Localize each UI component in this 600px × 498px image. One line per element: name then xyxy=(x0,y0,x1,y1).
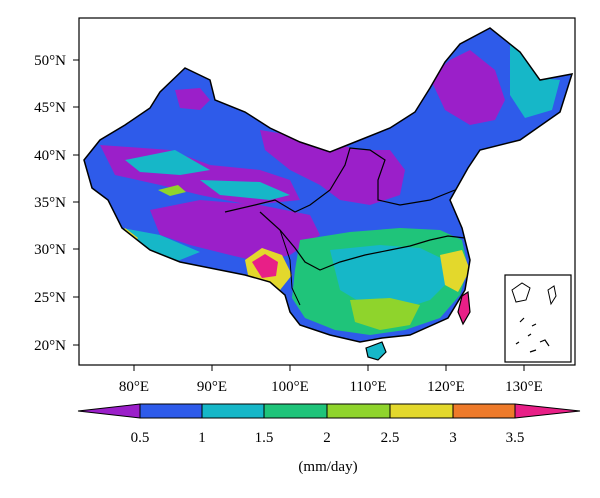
longitude-axis: 80°E 90°E 100°E 110°E 120°E 130°E xyxy=(119,365,543,395)
lat-tick-label: 50°N xyxy=(34,53,66,69)
lat-tick-label: 35°N xyxy=(34,195,66,211)
yangtze-river xyxy=(259,211,466,271)
lat-tick-label: 45°N xyxy=(34,100,66,116)
colorbar-tick-label: 1.5 xyxy=(255,430,274,446)
colorbar-tick-label: 2.5 xyxy=(381,430,400,446)
lat-tick-label: 20°N xyxy=(34,338,66,354)
colorbar-segment xyxy=(264,404,327,418)
colorbar-segment xyxy=(202,404,264,418)
lon-tick-label: 80°E xyxy=(119,379,149,395)
lat-tick-label: 30°N xyxy=(34,242,66,258)
taiwan-island xyxy=(457,290,471,326)
lon-tick-label: 100°E xyxy=(271,379,309,395)
river-branch xyxy=(279,229,301,306)
south-china-sea-inset xyxy=(504,274,572,363)
national-border xyxy=(83,27,574,343)
colorbar-segment xyxy=(78,404,140,418)
colorbar-segment xyxy=(515,404,580,418)
latitude-axis: 50°N 45°N 40°N 35°N 30°N 25°N 20°N xyxy=(34,53,79,354)
hainan-island xyxy=(365,341,387,361)
lat-tick-label: 25°N xyxy=(34,290,66,306)
colorbar-tick-label: 3.5 xyxy=(506,430,525,446)
colorbar-tick-label: 1 xyxy=(198,430,206,446)
lon-tick-label: 130°E xyxy=(505,379,543,395)
colorbar: 0.5 1 1.5 2 2.5 3 3.5 (mm/day) xyxy=(77,403,581,475)
lon-tick-label: 110°E xyxy=(349,379,386,395)
lat-tick-label: 40°N xyxy=(34,148,66,164)
yellow-river xyxy=(224,147,456,213)
lon-tick-label: 120°E xyxy=(427,379,465,395)
colorbar-segment xyxy=(453,404,515,418)
colorbar-unit-label: (mm/day) xyxy=(298,459,357,475)
colorbar-segment xyxy=(390,404,453,418)
lon-tick-label: 90°E xyxy=(197,379,227,395)
colorbar-tick-label: 3 xyxy=(449,430,457,446)
colorbar-tick-label: 2 xyxy=(323,430,331,446)
colorbar-tick-label: 0.5 xyxy=(131,430,150,446)
colorbar-segment xyxy=(327,404,390,418)
colorbar-segment xyxy=(140,404,202,418)
